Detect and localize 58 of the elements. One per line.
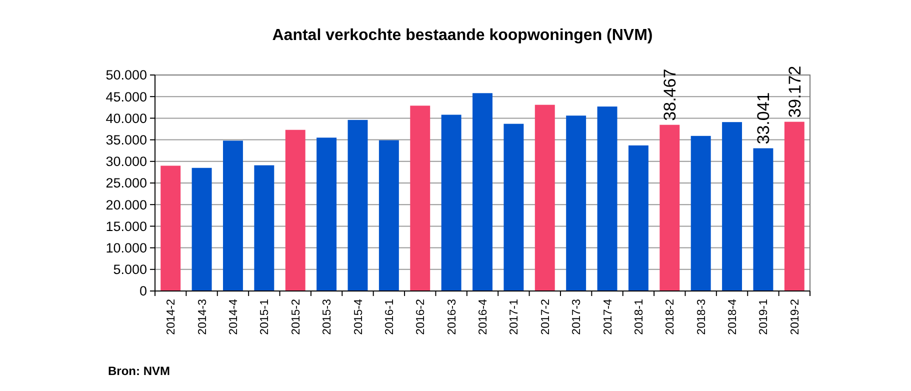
bar bbox=[628, 145, 648, 291]
bar bbox=[316, 138, 337, 291]
x-tick-label: 2017-4 bbox=[602, 298, 614, 335]
x-tick-label: 2014-4 bbox=[228, 298, 240, 335]
x-tick-label: 2017-3 bbox=[571, 299, 584, 335]
bar bbox=[784, 122, 804, 291]
x-tick-label: 2018-1 bbox=[633, 299, 646, 335]
x-tick-label: 2014-3 bbox=[196, 299, 209, 335]
x-tick-label: 2014-2 bbox=[166, 299, 178, 335]
data-label: 38.467 bbox=[660, 68, 680, 121]
y-tick-label: 30.000 bbox=[106, 154, 147, 170]
x-tick-label: 2016-4 bbox=[478, 298, 490, 335]
y-tick-label: 15.000 bbox=[106, 218, 147, 234]
bar bbox=[192, 168, 212, 291]
x-tick-label: 2016-1 bbox=[384, 299, 396, 335]
x-tick-label: 2018-4 bbox=[727, 298, 740, 335]
x-tick-label: 2015-1 bbox=[259, 299, 272, 335]
y-tick-label: 0 bbox=[139, 284, 147, 299]
y-tick-label: 20.000 bbox=[106, 197, 147, 212]
text: Bron: NVM bbox=[108, 364, 170, 378]
x-tick-label: 2019-2 bbox=[789, 299, 802, 335]
bar bbox=[660, 124, 680, 291]
y-tick-label: 35.000 bbox=[106, 132, 147, 148]
x-tick-label: 2015-4 bbox=[352, 298, 365, 335]
bar bbox=[222, 140, 243, 291]
x-tick-label: 2015-3 bbox=[322, 299, 334, 335]
y-tick-label: 40.000 bbox=[106, 110, 147, 126]
bar bbox=[285, 130, 306, 291]
x-tick-label: 2019-1 bbox=[758, 299, 770, 335]
y-tick-label: 5.000 bbox=[113, 262, 147, 278]
chart-title: Aantal verkochte bestaande koopwoningen (NVM) bbox=[272, 27, 653, 44]
x-tick-label: 2018-3 bbox=[696, 299, 708, 335]
x-tick-label: 2017-2 bbox=[540, 299, 552, 335]
bar bbox=[254, 165, 274, 291]
y-tick-label: 10.000 bbox=[106, 240, 147, 256]
bar bbox=[472, 93, 492, 291]
x-tick-label: 2017-1 bbox=[508, 299, 521, 335]
bar bbox=[348, 120, 368, 291]
data-label: 33.041 bbox=[754, 92, 774, 144]
bar bbox=[753, 148, 774, 291]
x-tick-label: 2018-2 bbox=[664, 299, 677, 335]
bar bbox=[504, 124, 524, 291]
bar bbox=[534, 104, 555, 291]
bar bbox=[160, 166, 181, 291]
y-tick-label: 45.000 bbox=[106, 89, 147, 104]
bar bbox=[566, 116, 586, 291]
x-tick-label: 2016-2 bbox=[415, 299, 428, 335]
bar bbox=[690, 136, 711, 291]
data-label: 39.172 bbox=[785, 66, 804, 118]
bar bbox=[378, 140, 399, 291]
bar bbox=[410, 106, 430, 291]
x-tick-label: 2016-3 bbox=[446, 299, 458, 335]
bar bbox=[722, 122, 742, 291]
y-tick-label: 50.000 bbox=[106, 68, 147, 83]
x-tick-label: 2015-2 bbox=[290, 299, 302, 335]
y-tick-label: 25.000 bbox=[106, 176, 147, 191]
bar bbox=[441, 114, 462, 291]
bar bbox=[597, 106, 618, 291]
